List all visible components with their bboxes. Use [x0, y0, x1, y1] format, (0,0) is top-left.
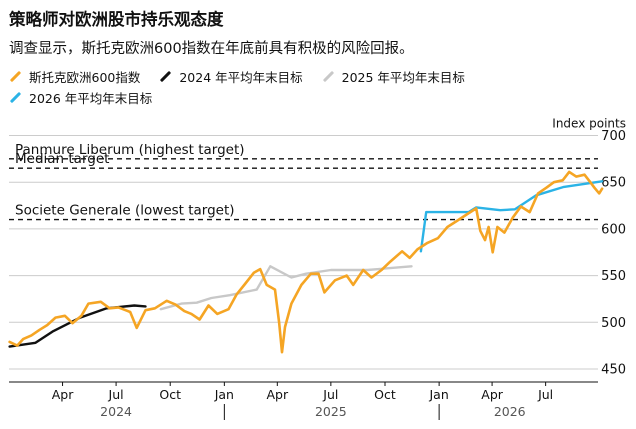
series-line-stoxx600	[8, 170, 604, 354]
legend: 斯托克欧洲600指数 2024 年平均年末目标 2025 年平均年末目标 202…	[9, 66, 609, 107]
chart-subtitle: 调查显示，斯托克欧洲600指数在年底前具有积极的风险回报。	[9, 41, 414, 57]
x-tick-label-5: Jul	[322, 387, 338, 402]
legend-label-target-2025: 2025 年平均年末目标	[341, 70, 465, 85]
legend-label-target-2024: 2024 年平均年末目标	[179, 70, 303, 85]
legend-label-stoxx: 斯托克欧洲600指数	[29, 70, 141, 85]
reference-label-2: Societe Generale (lowest target)	[15, 203, 235, 219]
legend-item-target-2024: 2024 年平均年末目标	[159, 67, 303, 87]
y-tick-label-650: 650	[601, 176, 626, 191]
legend-item-target-2025: 2025 年平均年末目标	[322, 67, 465, 87]
y-tick-label-600: 600	[601, 222, 626, 237]
year-label-2026: 2026	[494, 404, 526, 419]
x-tick-label-6: Oct	[374, 387, 396, 402]
y-tick-label-450: 450	[601, 363, 626, 378]
year-label-2024: 2024	[100, 404, 132, 419]
legend-item-stoxx: 斯托克欧洲600指数	[9, 67, 140, 87]
x-tick-label-7: Jan	[428, 387, 448, 402]
y-axis-label: Index points	[552, 116, 626, 130]
legend-label-target-2026: 2026 年平均年末目标	[29, 90, 153, 106]
x-tick-label-2: Oct	[159, 387, 181, 402]
year-label-2025: 2025	[315, 404, 347, 419]
x-tick-label-9: Jul	[537, 387, 553, 402]
reference-label-0: Panmure Liberum (highest target)	[15, 142, 245, 158]
series-line-target-2026	[419, 180, 604, 253]
reference-label-1: Median target	[15, 151, 109, 167]
x-tick-label-3: Jan	[214, 387, 234, 402]
series-line-target-2025	[159, 265, 413, 311]
legend-item-target-2026: 2026 年平均年末目标	[9, 87, 152, 107]
x-tick-label-0: Apr	[52, 387, 74, 402]
x-tick-label-4: Apr	[267, 387, 289, 402]
x-tick-label-1: Jul	[108, 387, 124, 402]
y-tick-label-700: 700	[601, 129, 626, 144]
x-tick-label-8: Apr	[481, 387, 503, 402]
series-line-target-2024	[8, 304, 147, 348]
chart-title: 策略师对欧洲股市持乐观态度	[9, 10, 224, 29]
y-tick-label-500: 500	[601, 316, 626, 331]
y-tick-label-550: 550	[601, 269, 626, 284]
